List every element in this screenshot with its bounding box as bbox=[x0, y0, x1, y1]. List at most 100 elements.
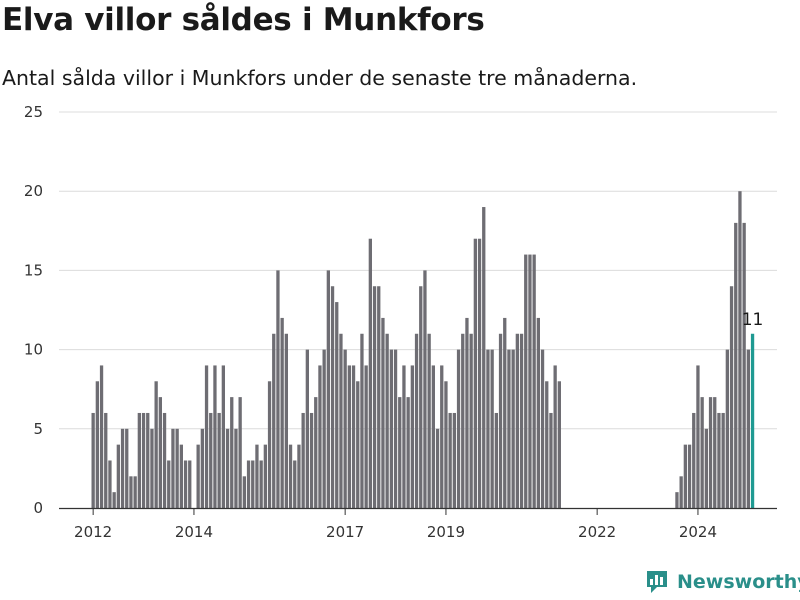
bar bbox=[444, 381, 448, 508]
y-tick-label: 20 bbox=[24, 182, 43, 200]
bar bbox=[746, 349, 750, 508]
bar bbox=[557, 381, 561, 508]
bar bbox=[700, 397, 704, 508]
bar bbox=[553, 365, 557, 508]
bar bbox=[750, 333, 755, 508]
bar bbox=[494, 412, 498, 508]
bar bbox=[99, 365, 104, 508]
data-label: 11 bbox=[742, 310, 764, 330]
bar bbox=[272, 333, 276, 508]
bar bbox=[91, 412, 95, 508]
bar bbox=[713, 397, 717, 508]
bar bbox=[440, 365, 444, 508]
newsworthy-chart-icon bbox=[647, 571, 667, 593]
bar bbox=[414, 333, 419, 508]
bar bbox=[309, 412, 314, 508]
bar bbox=[137, 412, 141, 508]
bar bbox=[301, 412, 305, 508]
bar bbox=[381, 317, 385, 508]
bar bbox=[162, 412, 167, 508]
bar bbox=[708, 397, 713, 508]
bar bbox=[112, 492, 116, 508]
bar bbox=[419, 286, 423, 508]
y-tick-label: 0 bbox=[33, 499, 43, 517]
bar bbox=[221, 365, 225, 508]
bar bbox=[213, 365, 217, 508]
bar bbox=[284, 333, 288, 508]
newsworthy-logo: Newsworthy bbox=[645, 569, 800, 595]
bar bbox=[175, 428, 179, 508]
bar bbox=[734, 222, 738, 508]
bar bbox=[477, 238, 482, 508]
bar bbox=[234, 428, 238, 508]
bar bbox=[356, 381, 360, 508]
bar bbox=[129, 476, 133, 508]
bar bbox=[108, 460, 112, 508]
bar bbox=[141, 412, 146, 508]
bar bbox=[540, 349, 545, 508]
bar bbox=[679, 476, 683, 508]
bar bbox=[167, 460, 171, 508]
bar bbox=[154, 381, 158, 508]
bar bbox=[545, 381, 549, 508]
bar bbox=[683, 444, 687, 508]
bar bbox=[146, 412, 150, 508]
bar bbox=[738, 191, 742, 508]
y-tick-label: 25 bbox=[24, 103, 43, 121]
bar bbox=[196, 444, 200, 508]
bar bbox=[263, 444, 267, 508]
bar bbox=[377, 286, 381, 508]
y-tick-label: 5 bbox=[33, 420, 43, 438]
bar bbox=[343, 349, 347, 508]
bar bbox=[372, 286, 377, 508]
bar bbox=[536, 317, 540, 508]
bar bbox=[116, 444, 120, 508]
bar bbox=[469, 333, 473, 508]
x-tick-label: 2014 bbox=[175, 523, 213, 541]
bar bbox=[246, 460, 251, 508]
y-tick-label: 15 bbox=[24, 261, 43, 279]
bar bbox=[389, 349, 393, 508]
bar bbox=[238, 397, 242, 508]
brand-name: Newsworthy bbox=[677, 571, 800, 593]
bar bbox=[230, 397, 234, 508]
bar bbox=[725, 349, 729, 508]
bar bbox=[297, 444, 301, 508]
bar bbox=[360, 333, 364, 508]
bar bbox=[351, 365, 356, 508]
bar bbox=[704, 428, 708, 508]
bar bbox=[200, 428, 204, 508]
bar bbox=[288, 444, 293, 508]
bar bbox=[347, 365, 351, 508]
bar bbox=[368, 238, 372, 508]
bar bbox=[448, 412, 452, 508]
bar bbox=[259, 460, 263, 508]
bar bbox=[339, 333, 343, 508]
bar bbox=[179, 444, 183, 508]
bar bbox=[717, 412, 721, 508]
bar bbox=[503, 317, 507, 508]
bar bbox=[515, 333, 519, 508]
bar bbox=[675, 492, 679, 508]
x-tick-label: 2022 bbox=[578, 523, 616, 541]
bar bbox=[251, 460, 255, 508]
bar bbox=[742, 222, 746, 508]
bar bbox=[95, 381, 99, 508]
bar bbox=[125, 428, 129, 508]
bar bbox=[490, 349, 494, 508]
bar bbox=[217, 412, 221, 508]
bar bbox=[721, 412, 725, 508]
bar bbox=[519, 333, 524, 508]
bar bbox=[364, 365, 368, 508]
bar bbox=[507, 349, 511, 508]
bar bbox=[393, 349, 398, 508]
bar bbox=[322, 349, 326, 508]
bar bbox=[158, 397, 162, 508]
bar bbox=[692, 412, 696, 508]
bar bbox=[465, 317, 469, 508]
bar bbox=[335, 302, 339, 508]
bar bbox=[410, 365, 414, 508]
bar bbox=[385, 333, 389, 508]
x-tick-label: 2017 bbox=[326, 523, 364, 541]
